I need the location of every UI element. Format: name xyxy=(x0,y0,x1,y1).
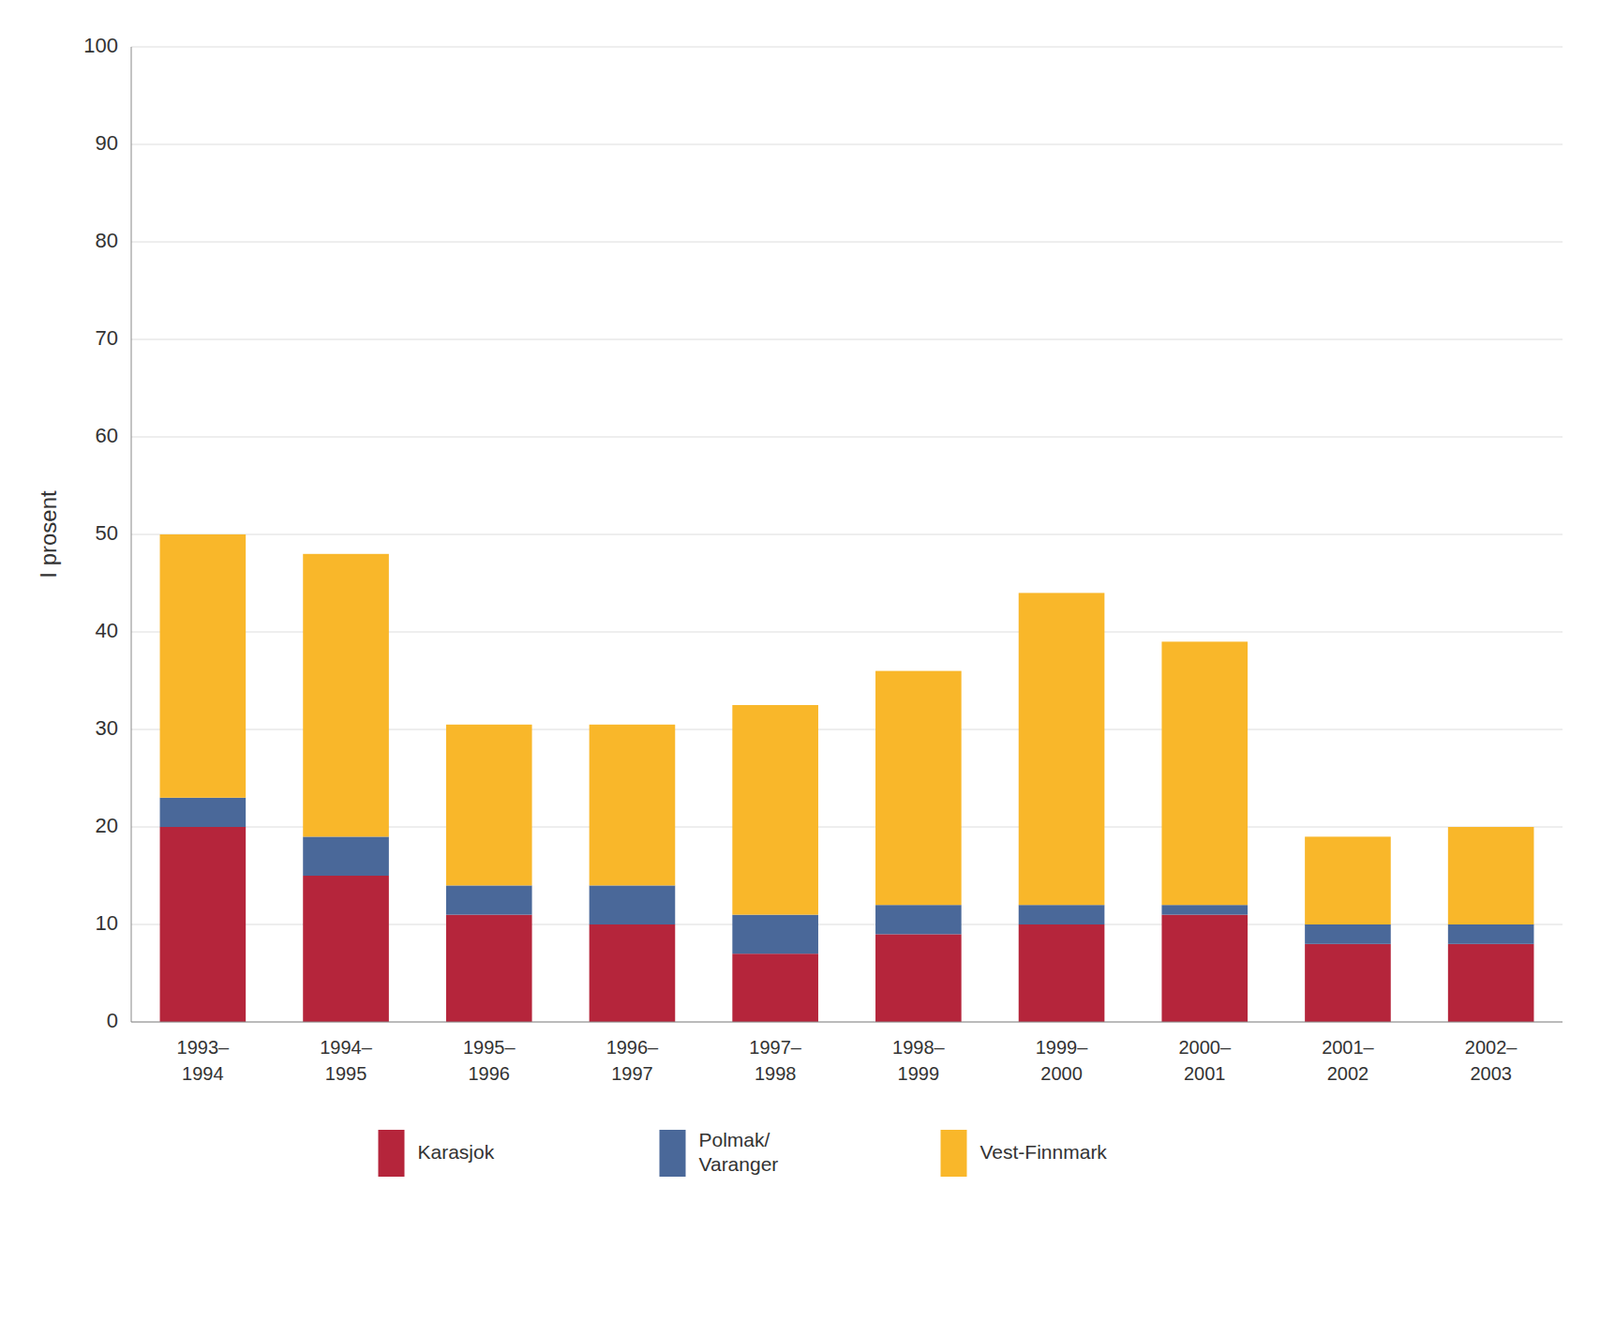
x-tick-label: 1993– 1994 xyxy=(177,1036,230,1084)
bar-segment xyxy=(446,884,533,914)
legend-label: Polmak/Varanger xyxy=(699,1128,779,1175)
text-line: Varanger xyxy=(699,1152,779,1175)
text-line: 1997– xyxy=(748,1036,802,1058)
bar-segment xyxy=(732,914,819,955)
y-axis-line xyxy=(131,46,133,1022)
y-tick-label: 20 xyxy=(95,813,119,838)
text-line: 1999 xyxy=(897,1062,941,1084)
x-tick-label: 1994– 1995 xyxy=(319,1036,373,1084)
grid-line xyxy=(131,436,1563,438)
text-line: 1996 xyxy=(468,1062,511,1084)
y-tick-label: 30 xyxy=(95,716,119,740)
text-line: 2001 xyxy=(1183,1062,1227,1084)
bar-segment xyxy=(875,904,962,934)
bar-segment xyxy=(1018,592,1106,905)
legend-label: Vest-Finnmark xyxy=(980,1140,1108,1163)
bar-segment xyxy=(732,953,819,1022)
bar-segment xyxy=(875,933,962,1022)
bar-segment xyxy=(1304,943,1391,1022)
bar-segment xyxy=(875,671,962,906)
text-line: 2003 xyxy=(1469,1062,1512,1084)
bar-segment xyxy=(589,884,676,925)
legend-label: Karasjok xyxy=(418,1140,495,1163)
bar-segment xyxy=(1448,943,1535,1022)
legend-swatch xyxy=(659,1129,687,1177)
bar-segment xyxy=(1161,641,1248,905)
y-tick-label: 60 xyxy=(95,423,119,448)
bar-segment xyxy=(446,914,533,1022)
text-line: Vest-Finnmark xyxy=(980,1140,1108,1163)
x-axis-line xyxy=(131,1021,1563,1023)
bar-segment xyxy=(302,553,389,838)
bar-segment xyxy=(160,534,247,798)
bar-segment xyxy=(589,924,676,1022)
grid xyxy=(131,46,1563,1022)
text-line: 2002– xyxy=(1465,1036,1518,1058)
legend: Karasjok Polmak/Varanger Vest-Finnmark xyxy=(378,1128,1108,1177)
x-tick-label: 1999– 2000 xyxy=(1035,1036,1089,1084)
bar-segment xyxy=(1448,924,1535,944)
x-tick-label: 2000– 2001 xyxy=(1178,1036,1231,1084)
x-tick-label: 1997– 1998 xyxy=(748,1036,802,1084)
grid-line xyxy=(131,1021,1563,1023)
text-line: 2001– xyxy=(1321,1036,1375,1058)
bar-segment xyxy=(1304,924,1391,944)
bar-segment xyxy=(1448,826,1535,925)
y-tick-label: 90 xyxy=(95,131,119,155)
text-line: 1995– xyxy=(463,1036,516,1058)
text-line: 2002 xyxy=(1327,1062,1370,1084)
bars xyxy=(160,534,1535,1022)
y-tick-label: 100 xyxy=(83,33,119,58)
y-tick-label: 40 xyxy=(95,618,119,643)
y-axis-label: I prosent xyxy=(35,490,61,579)
y-tick-label: 80 xyxy=(95,228,119,253)
text-line: 1994– xyxy=(319,1036,373,1058)
bar-segment xyxy=(446,724,533,886)
x-tick-label: 2002– 2003 xyxy=(1465,1036,1518,1084)
text-line: 1998– xyxy=(892,1036,945,1058)
y-tick-label: 10 xyxy=(95,911,119,935)
y-tick-label: 50 xyxy=(95,521,119,545)
text-line: Polmak/ xyxy=(699,1128,771,1151)
text-line: 1998 xyxy=(754,1062,797,1084)
grid-line xyxy=(131,241,1563,243)
grid-line xyxy=(131,46,1563,48)
y-tick-label: 70 xyxy=(95,326,119,350)
text-line: 1993– xyxy=(177,1036,230,1058)
legend-swatch xyxy=(941,1129,968,1177)
x-tick-label: 2001– 2002 xyxy=(1321,1036,1375,1084)
bar-segment xyxy=(160,826,247,1022)
bar-segment xyxy=(1161,904,1248,914)
grid-line xyxy=(131,339,1563,341)
text-line: 1997 xyxy=(611,1062,654,1084)
x-tick-label: 1998– 1999 xyxy=(892,1036,945,1084)
bar-segment xyxy=(1018,904,1106,925)
y-tick-label: 0 xyxy=(106,1008,119,1032)
legend-swatch xyxy=(378,1129,405,1177)
bar-segment xyxy=(589,724,676,886)
bar-segment xyxy=(1304,836,1391,925)
text-line: 2000– xyxy=(1178,1036,1231,1058)
bar-segment xyxy=(160,797,247,827)
text-line: 1995 xyxy=(325,1062,368,1084)
text-line: 1999– xyxy=(1035,1036,1089,1058)
bar-segment xyxy=(732,704,819,915)
text-line: 1996– xyxy=(606,1036,659,1058)
text-line: 2000 xyxy=(1040,1062,1083,1084)
bar-segment xyxy=(302,836,389,876)
x-tick-label: 1996– 1997 xyxy=(606,1036,659,1084)
x-tick-label: 1995– 1996 xyxy=(463,1036,516,1084)
text-line: 1994 xyxy=(181,1062,225,1084)
grid-line xyxy=(131,144,1563,146)
bar-segment xyxy=(1018,924,1106,1022)
text-line: Karasjok xyxy=(418,1140,495,1163)
bar-segment xyxy=(1161,914,1248,1022)
bar-segment xyxy=(302,875,389,1022)
grid-line xyxy=(131,534,1563,536)
chart: 0 10 20 30 40 50 60 70 80 90 100 I prosent 1993– 1994… xyxy=(0,0,1600,1322)
